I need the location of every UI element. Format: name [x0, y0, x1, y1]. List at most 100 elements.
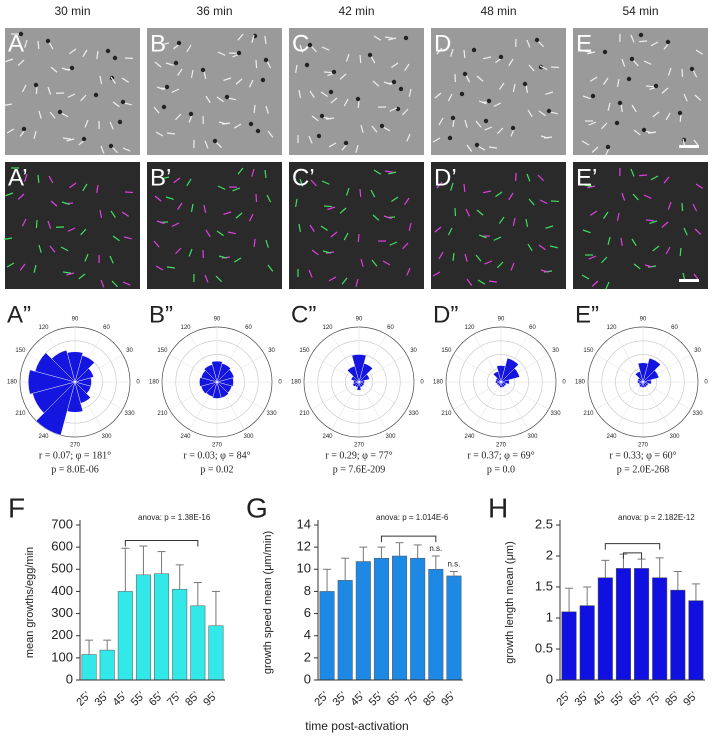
filament — [33, 130, 37, 139]
filament — [359, 188, 362, 198]
filament — [190, 69, 194, 78]
angle-label: 330 — [267, 411, 278, 417]
filament — [483, 56, 492, 60]
rose-wedge — [500, 357, 519, 383]
filament — [408, 88, 412, 97]
filament — [165, 196, 174, 200]
filament — [217, 51, 226, 56]
filament — [667, 201, 672, 210]
filament — [583, 184, 592, 187]
filament — [155, 131, 164, 137]
filament — [644, 130, 653, 134]
filament — [650, 41, 659, 47]
granule — [331, 69, 337, 75]
granule — [164, 84, 170, 90]
filament — [161, 42, 170, 46]
rose-wedge — [637, 380, 644, 384]
filament — [343, 232, 349, 241]
filament — [99, 75, 103, 84]
filament — [109, 121, 114, 130]
filament — [47, 220, 52, 229]
granule — [638, 32, 644, 38]
y-axis-label: growth speed mean (μm/min) — [262, 531, 274, 674]
angle-label: 210 — [299, 411, 310, 417]
filament — [475, 120, 482, 128]
micrograph — [289, 28, 424, 155]
filament — [37, 174, 40, 184]
filament — [299, 44, 304, 53]
filament — [61, 201, 70, 206]
granule — [161, 104, 167, 110]
y-axis-label: mean growths/egg/min — [24, 547, 36, 658]
filament — [235, 78, 243, 85]
filament — [621, 192, 626, 201]
panel-label: B’ — [150, 164, 171, 191]
filament — [38, 110, 42, 119]
panel-label: F — [8, 492, 25, 523]
filament — [69, 48, 77, 55]
y-tick-label: 600 — [51, 539, 73, 554]
y-tick-label: 8 — [304, 583, 311, 598]
filament — [652, 111, 660, 118]
filament — [373, 169, 382, 175]
granule — [236, 50, 242, 56]
panel-label: B — [150, 30, 166, 57]
angle-label: 300 — [385, 434, 396, 440]
filament — [488, 280, 498, 283]
filament — [650, 175, 659, 181]
panel-label: D — [434, 30, 451, 57]
filament — [432, 271, 441, 277]
filament — [17, 59, 25, 66]
filament — [357, 99, 360, 109]
filament — [328, 142, 337, 148]
x-tick-label: 95’ — [201, 690, 220, 709]
rose-wedge — [200, 381, 218, 394]
filament — [111, 280, 118, 288]
granule — [307, 42, 313, 48]
filament — [607, 236, 611, 245]
granule — [614, 120, 620, 126]
bar — [135, 574, 151, 681]
filament — [370, 55, 376, 64]
angle-label: 60 — [103, 325, 110, 331]
rose-wedge — [66, 381, 84, 413]
filament — [203, 204, 207, 213]
filament — [309, 224, 315, 233]
filament — [69, 182, 77, 189]
filament — [310, 179, 317, 187]
filament — [447, 93, 453, 102]
filament — [465, 74, 471, 83]
filament — [156, 86, 165, 91]
filament — [223, 77, 232, 82]
filament — [100, 145, 105, 154]
filament — [173, 177, 181, 184]
filament — [388, 171, 397, 175]
filament — [645, 85, 655, 88]
filament — [110, 76, 116, 84]
angle-label: 210 — [15, 411, 26, 417]
x-tick-label: 75’ — [645, 690, 664, 709]
angle-label: 210 — [441, 411, 452, 417]
filament — [321, 46, 330, 51]
angle-label: 240 — [38, 434, 49, 440]
filament — [512, 83, 516, 92]
granule — [367, 52, 373, 58]
filament — [402, 108, 409, 116]
angle-label: 120 — [322, 325, 333, 331]
filament — [591, 280, 599, 287]
filament — [264, 35, 267, 45]
filament — [643, 194, 652, 199]
anova-annotation: anova: p = 1.014E-6 — [376, 513, 449, 522]
y-tick-label: 4 — [304, 627, 311, 642]
filament — [123, 236, 132, 240]
filament — [345, 53, 350, 62]
significance-bracket — [124, 540, 199, 547]
bar — [634, 568, 650, 681]
rose-wedge — [211, 360, 223, 383]
filament — [389, 241, 398, 246]
filament — [265, 105, 269, 114]
filament — [493, 102, 502, 107]
filament — [632, 59, 639, 67]
granule — [483, 118, 489, 124]
filament — [539, 199, 548, 205]
